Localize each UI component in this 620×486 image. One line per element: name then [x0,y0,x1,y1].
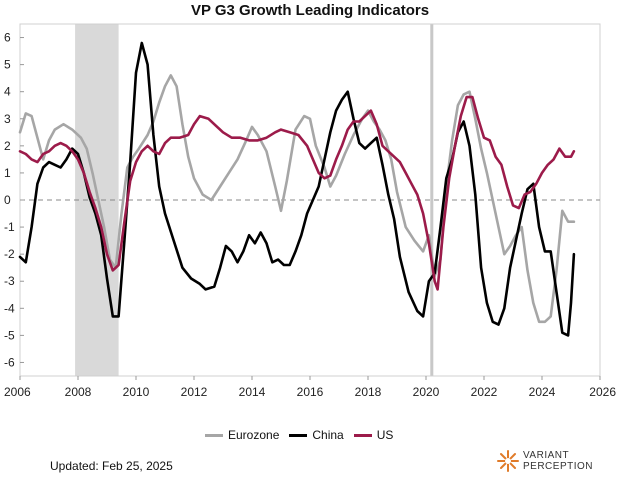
x-tick-label-2024: 2024 [529,385,556,399]
x-tick-label-2010: 2010 [123,385,150,399]
chart-title: VP G3 Growth Leading Indicators [190,2,430,19]
y-tick-label--4: -4 [4,301,15,315]
legend-swatch-china [289,433,308,437]
x-tick-label-2008: 2008 [65,385,92,399]
y-tick-label--6: -6 [4,355,15,369]
y-tick-label--3: -3 [4,274,15,288]
y-tick-label--5: -5 [4,328,15,342]
x-tick-label-2018: 2018 [355,385,382,399]
x-tick-label-2014: 2014 [239,385,266,399]
y-tick-label-6: 6 [4,31,11,45]
legend-item-china: China [289,428,344,442]
updated-date: Updated: Feb 25, 2025 [50,459,173,473]
y-tick-label-1: 1 [4,166,11,180]
sunburst-icon [497,450,519,472]
x-tick-label-2012: 2012 [181,385,208,399]
legend-item-eurozone: Eurozone [205,428,279,442]
brand-name-line1: VARIANT [523,450,570,461]
x-tick-label-2026: 2026 [589,385,616,399]
y-tick-label--1: -1 [4,220,15,234]
x-tick-label-2022: 2022 [471,385,498,399]
legend-label-us: US [376,428,394,442]
legend: Eurozone China US [205,428,403,442]
line-chart: 6 5 4 3 2 1 0 -1 -2 -3 -4 -5 -6 2006 2008 2010 2012 2014 2… [4,23,616,399]
series-line-us [18,95,576,291]
legend-label-eurozone: Eurozone [228,428,280,442]
y-tick-label-4: 4 [4,85,11,99]
series-line-eurozone [18,74,576,324]
legend-swatch-eurozone [205,433,223,437]
y-tick-label-3: 3 [4,112,11,126]
y-tick-label-5: 5 [4,58,11,72]
brand-logo: VARIANT PERCEPTION [497,450,593,472]
series-lines [18,41,576,337]
x-tick-label-2016: 2016 [297,385,324,399]
x-tick-label-2006: 2006 [4,385,31,399]
brand-name-line2: PERCEPTION [523,461,594,472]
legend-label-china: China [312,428,344,442]
x-tick-label-2020: 2020 [413,385,440,399]
legend-item-us: US [353,428,394,442]
y-tick-label-0: 0 [4,193,11,207]
series-line-china [18,41,576,337]
legend-swatch-us [353,433,372,437]
y-tick-label-2: 2 [4,139,11,153]
y-tick-label--2: -2 [4,247,15,261]
axis-ticks: 6 5 4 3 2 1 0 -1 -2 -3 -4 -5 -6 2006 2008 2010 2012 2014 2… [4,31,616,399]
